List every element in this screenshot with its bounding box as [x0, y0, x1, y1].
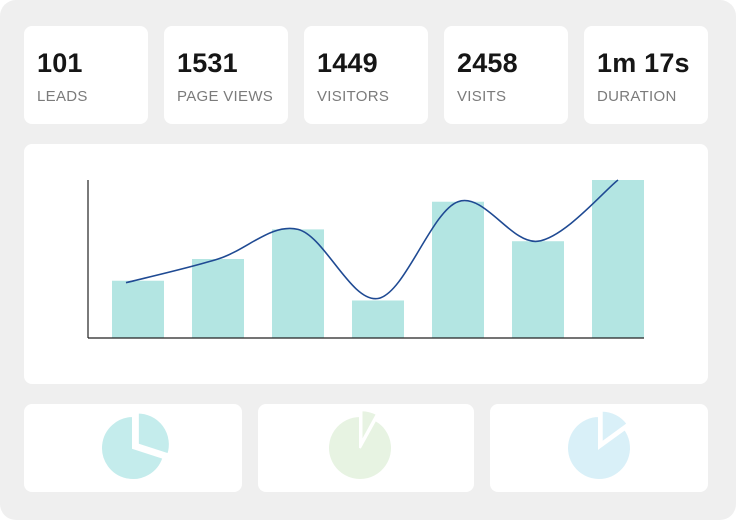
chart-bar[interactable]: [112, 280, 164, 338]
stat-value: 1m 17s: [597, 48, 690, 78]
pie-slice-exploded: [136, 411, 171, 456]
stat-value: 2458: [457, 48, 518, 78]
pie-slice-main: [100, 414, 165, 481]
pie-card-1[interactable]: [24, 404, 242, 492]
stat-value: 1531: [177, 48, 238, 78]
trend-line: [125, 179, 619, 300]
chart-bar[interactable]: [432, 201, 484, 338]
chart-card: [24, 144, 708, 384]
chart-bar[interactable]: [352, 300, 404, 338]
pie-chart-icon: [566, 409, 632, 481]
stat-label: PAGE VIEWS: [177, 88, 274, 105]
stat-card-leads[interactable]: 101 LEADS: [24, 26, 148, 124]
stat-label: DURATION: [597, 88, 677, 105]
stat-card-visits[interactable]: 2458 VISITS: [444, 26, 568, 124]
pie-slice-exploded: [600, 409, 630, 445]
pie-slice-main: [327, 414, 393, 481]
chart-bar[interactable]: [592, 180, 644, 338]
pie-chart-icon: [100, 411, 171, 481]
stat-card-duration[interactable]: 1m 17s DURATION: [584, 26, 708, 124]
stat-label: LEADS: [37, 88, 88, 105]
pie-card-3[interactable]: [490, 404, 708, 492]
pie-slice-exploded: [360, 409, 379, 443]
stat-card-page-views[interactable]: 1531 PAGE VIEWS: [164, 26, 288, 124]
pie-chart-icon: [327, 409, 393, 481]
bar-line-chart: [87, 179, 644, 339]
chart-bar[interactable]: [512, 241, 564, 338]
stat-label: VISITORS: [317, 88, 390, 105]
stat-label: VISITS: [457, 88, 507, 105]
stat-value: 1449: [317, 48, 378, 78]
chart-bar[interactable]: [272, 229, 324, 338]
chart-bar[interactable]: [192, 259, 244, 338]
pie-slice-main: [566, 414, 632, 481]
pie-card-2[interactable]: [258, 404, 474, 492]
stat-card-visitors[interactable]: 1449 VISITORS: [304, 26, 428, 124]
stat-value: 101: [37, 48, 83, 78]
